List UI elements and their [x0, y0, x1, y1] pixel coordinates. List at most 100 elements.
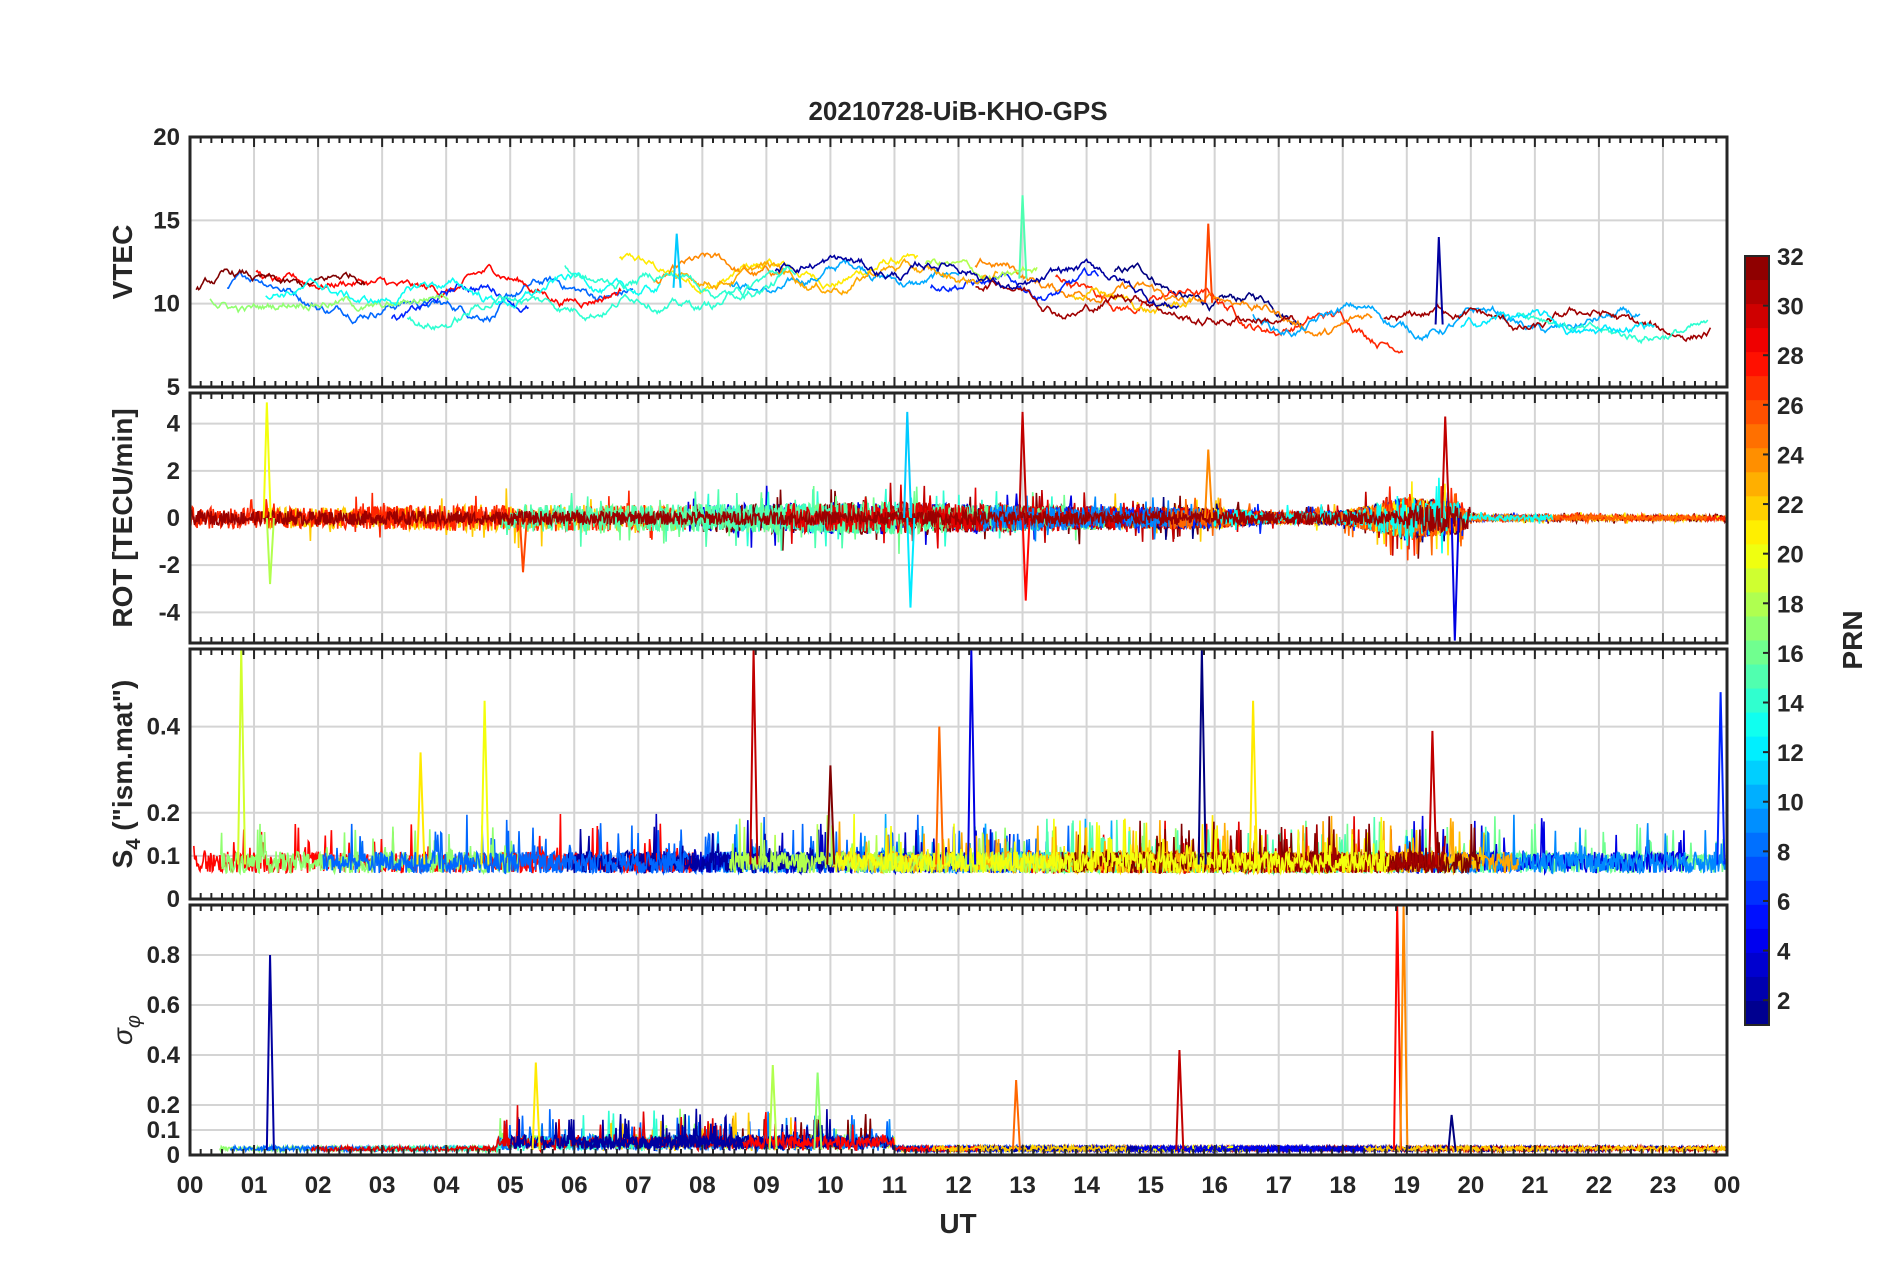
trace-line — [975, 279, 1295, 327]
trace-spike — [749, 649, 759, 865]
x-tick-label: 02 — [305, 1172, 332, 1199]
y-tick-label: -2 — [159, 552, 180, 579]
x-axis: 00 01 02 03 04 05 06 07 08 09 10 11 12 13 14 15 16 17 18 19… — [177, 1172, 1741, 1199]
trace-line — [1363, 1143, 1727, 1155]
trace-line — [209, 293, 449, 314]
colorbar-frame — [1744, 255, 1770, 1026]
colorbar-tick-label: 14 — [1777, 691, 1804, 718]
colorbar-segment — [1745, 592, 1769, 618]
trace-spike — [480, 700, 490, 865]
y-label-sub: 4 — [123, 838, 145, 850]
colorbar-segment — [1745, 256, 1769, 281]
trace-line — [265, 272, 661, 309]
trace-spike — [518, 517, 528, 573]
x-tick-label: 10 — [817, 1172, 844, 1199]
trace-spike — [1011, 1079, 1021, 1151]
trace-spike — [531, 1062, 541, 1151]
colorbar-tick-label: 12 — [1777, 740, 1804, 767]
x-tick-label: 20 — [1457, 1172, 1484, 1199]
y-tick-label: 10 — [153, 291, 180, 318]
x-tick-label: 01 — [241, 1172, 268, 1199]
x-tick-label: 04 — [433, 1172, 460, 1199]
colorbar-segment — [1745, 928, 1769, 954]
y-label-sub: φ — [123, 1015, 145, 1028]
colorbar-segment — [1745, 688, 1769, 714]
colorbar-tick-label: 2 — [1777, 988, 1790, 1015]
trace-line — [1252, 301, 1641, 342]
colorbar-tick-label: 4 — [1777, 939, 1791, 966]
trace-spike — [1018, 195, 1028, 279]
trace-line — [834, 813, 1390, 876]
y-axis-label: S4 ("ism.mat") — [107, 680, 145, 869]
trace-spike — [1716, 692, 1726, 865]
trace-line — [322, 814, 690, 875]
y-tick-label: 0.1 — [147, 843, 180, 870]
colorbar-segment — [1745, 832, 1769, 858]
x-tick-label: 07 — [625, 1172, 652, 1199]
traces — [219, 905, 1727, 1155]
y-axis-label: VTEC — [107, 225, 138, 300]
y-tick-label: 0.6 — [147, 992, 180, 1019]
trace-line — [1460, 308, 1655, 336]
colorbar-segment — [1745, 664, 1769, 690]
colorbar-tick-label: 20 — [1777, 542, 1804, 569]
trace-spike — [1197, 649, 1207, 865]
x-tick-label: 00 — [1714, 1172, 1741, 1199]
trace-line — [1394, 814, 1727, 875]
colorbar-segment — [1745, 904, 1769, 930]
x-axis-label: UT — [939, 1208, 976, 1239]
trace-spike — [1021, 517, 1031, 601]
trace-spike — [906, 517, 916, 608]
colorbar-tick-label: 18 — [1777, 591, 1804, 618]
trace-line — [742, 1112, 983, 1154]
trace-spike — [813, 1072, 823, 1151]
trace-line — [728, 258, 961, 294]
traces — [193, 649, 1727, 876]
colorbar-segment — [1745, 496, 1769, 521]
trace-spike — [265, 954, 275, 1151]
x-tick-label: 08 — [689, 1172, 716, 1199]
rot-panel: -4 -2 0 2 4 ROT [TECU/min] — [107, 391, 1729, 645]
colorbar-segment — [1745, 328, 1769, 353]
colorbar-segment — [1745, 808, 1769, 834]
colorbar-segment — [1745, 544, 1769, 570]
trace-spike — [262, 402, 272, 519]
x-tick-label: 03 — [369, 1172, 396, 1199]
chart-title: 20210728-UiB-KHO-GPS — [808, 96, 1107, 126]
y-tick-label: 0 — [167, 1142, 180, 1169]
colorbar-segment — [1745, 376, 1769, 401]
colorbar-segment — [1745, 760, 1769, 786]
colorbar-label: PRN — [1837, 610, 1868, 669]
colorbar-segment — [1745, 712, 1769, 738]
colorbar-segment — [1745, 448, 1769, 473]
y-axis-label: ROT [TECU/min] — [107, 408, 138, 627]
x-tick-label: 13 — [1009, 1172, 1036, 1199]
y-tick-label: 15 — [153, 207, 180, 234]
colorbar-tick-label: 30 — [1777, 294, 1804, 321]
x-tick-label: 00 — [177, 1172, 204, 1199]
colorbar-tick-label: 22 — [1777, 492, 1804, 519]
trace-spike — [416, 752, 426, 865]
colorbar-segment — [1745, 424, 1769, 449]
x-tick-label: 18 — [1329, 1172, 1356, 1199]
trace-line — [774, 254, 1179, 310]
colorbar-segment — [1745, 304, 1769, 329]
vtec-panel: 5 10 15 20 VTEC — [107, 124, 1729, 401]
colorbar-segment — [1745, 472, 1769, 497]
trace-spike — [1434, 236, 1444, 325]
x-tick-label: 21 — [1522, 1172, 1549, 1199]
x-tick-label: 11 — [882, 1172, 907, 1199]
colorbar-segment — [1745, 736, 1769, 762]
colorbar-segment — [1745, 280, 1769, 305]
x-tick-label: 19 — [1393, 1172, 1420, 1199]
trace-spike — [1248, 700, 1258, 865]
x-tick-label: 06 — [561, 1172, 588, 1199]
colorbar-tick-label: 32 — [1777, 244, 1804, 271]
y-tick-label: 0.4 — [147, 714, 181, 741]
x-tick-label: 16 — [1201, 1172, 1228, 1199]
colorbar-tick-label: 6 — [1777, 889, 1790, 916]
y-tick-label: 0.8 — [147, 942, 180, 969]
x-tick-label: 15 — [1137, 1172, 1164, 1199]
trace-spike — [1392, 905, 1403, 1151]
